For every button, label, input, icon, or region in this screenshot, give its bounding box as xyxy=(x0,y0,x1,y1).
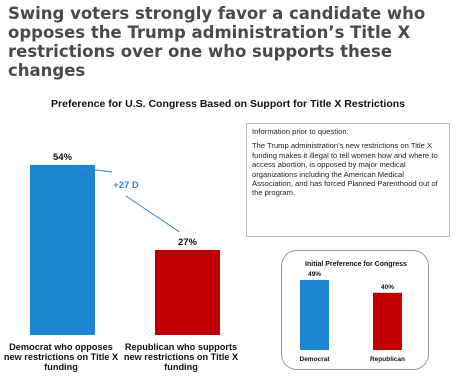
inset-bar-0 xyxy=(300,279,329,350)
difference-annotation: +27 D xyxy=(113,180,139,191)
value-label-1: 27% xyxy=(178,237,198,248)
inset-bar-1 xyxy=(373,292,402,350)
inset-chart: Initial Preference for Congress 49% Democr… xyxy=(281,250,429,370)
bar-0 xyxy=(30,164,95,335)
inset-title: Initial Preference for Congress xyxy=(305,261,407,268)
info-box-header: Information prior to question: xyxy=(252,127,349,136)
inset-value-label-1: 40% xyxy=(381,284,394,291)
chart-title: Preference for U.S. Congress Based on Su… xyxy=(51,98,405,110)
connector-line-lower xyxy=(125,195,180,233)
inset-value-label-0: 49% xyxy=(308,271,321,278)
inset-category-label-0: Democrat xyxy=(300,356,331,363)
category-label-democrat: Democrat who opposes new restrictions on… xyxy=(3,342,119,372)
inset-chart-svg: Initial Preference for Congress 49% Democr… xyxy=(300,261,408,363)
info-box: Information prior to question: The Trump… xyxy=(246,123,450,237)
value-label-0: 54% xyxy=(53,152,73,163)
headline: Swing voters strongly favor a candidate … xyxy=(8,4,426,80)
bar-1 xyxy=(155,249,220,335)
category-label-republican: Republican who supports new restrictions… xyxy=(123,342,239,372)
connector-line-upper xyxy=(72,166,113,173)
inset-category-label-1: Republican xyxy=(370,356,405,363)
difference-connector xyxy=(72,166,180,233)
info-box-body: The Trump administration’s new restricti… xyxy=(252,141,438,198)
